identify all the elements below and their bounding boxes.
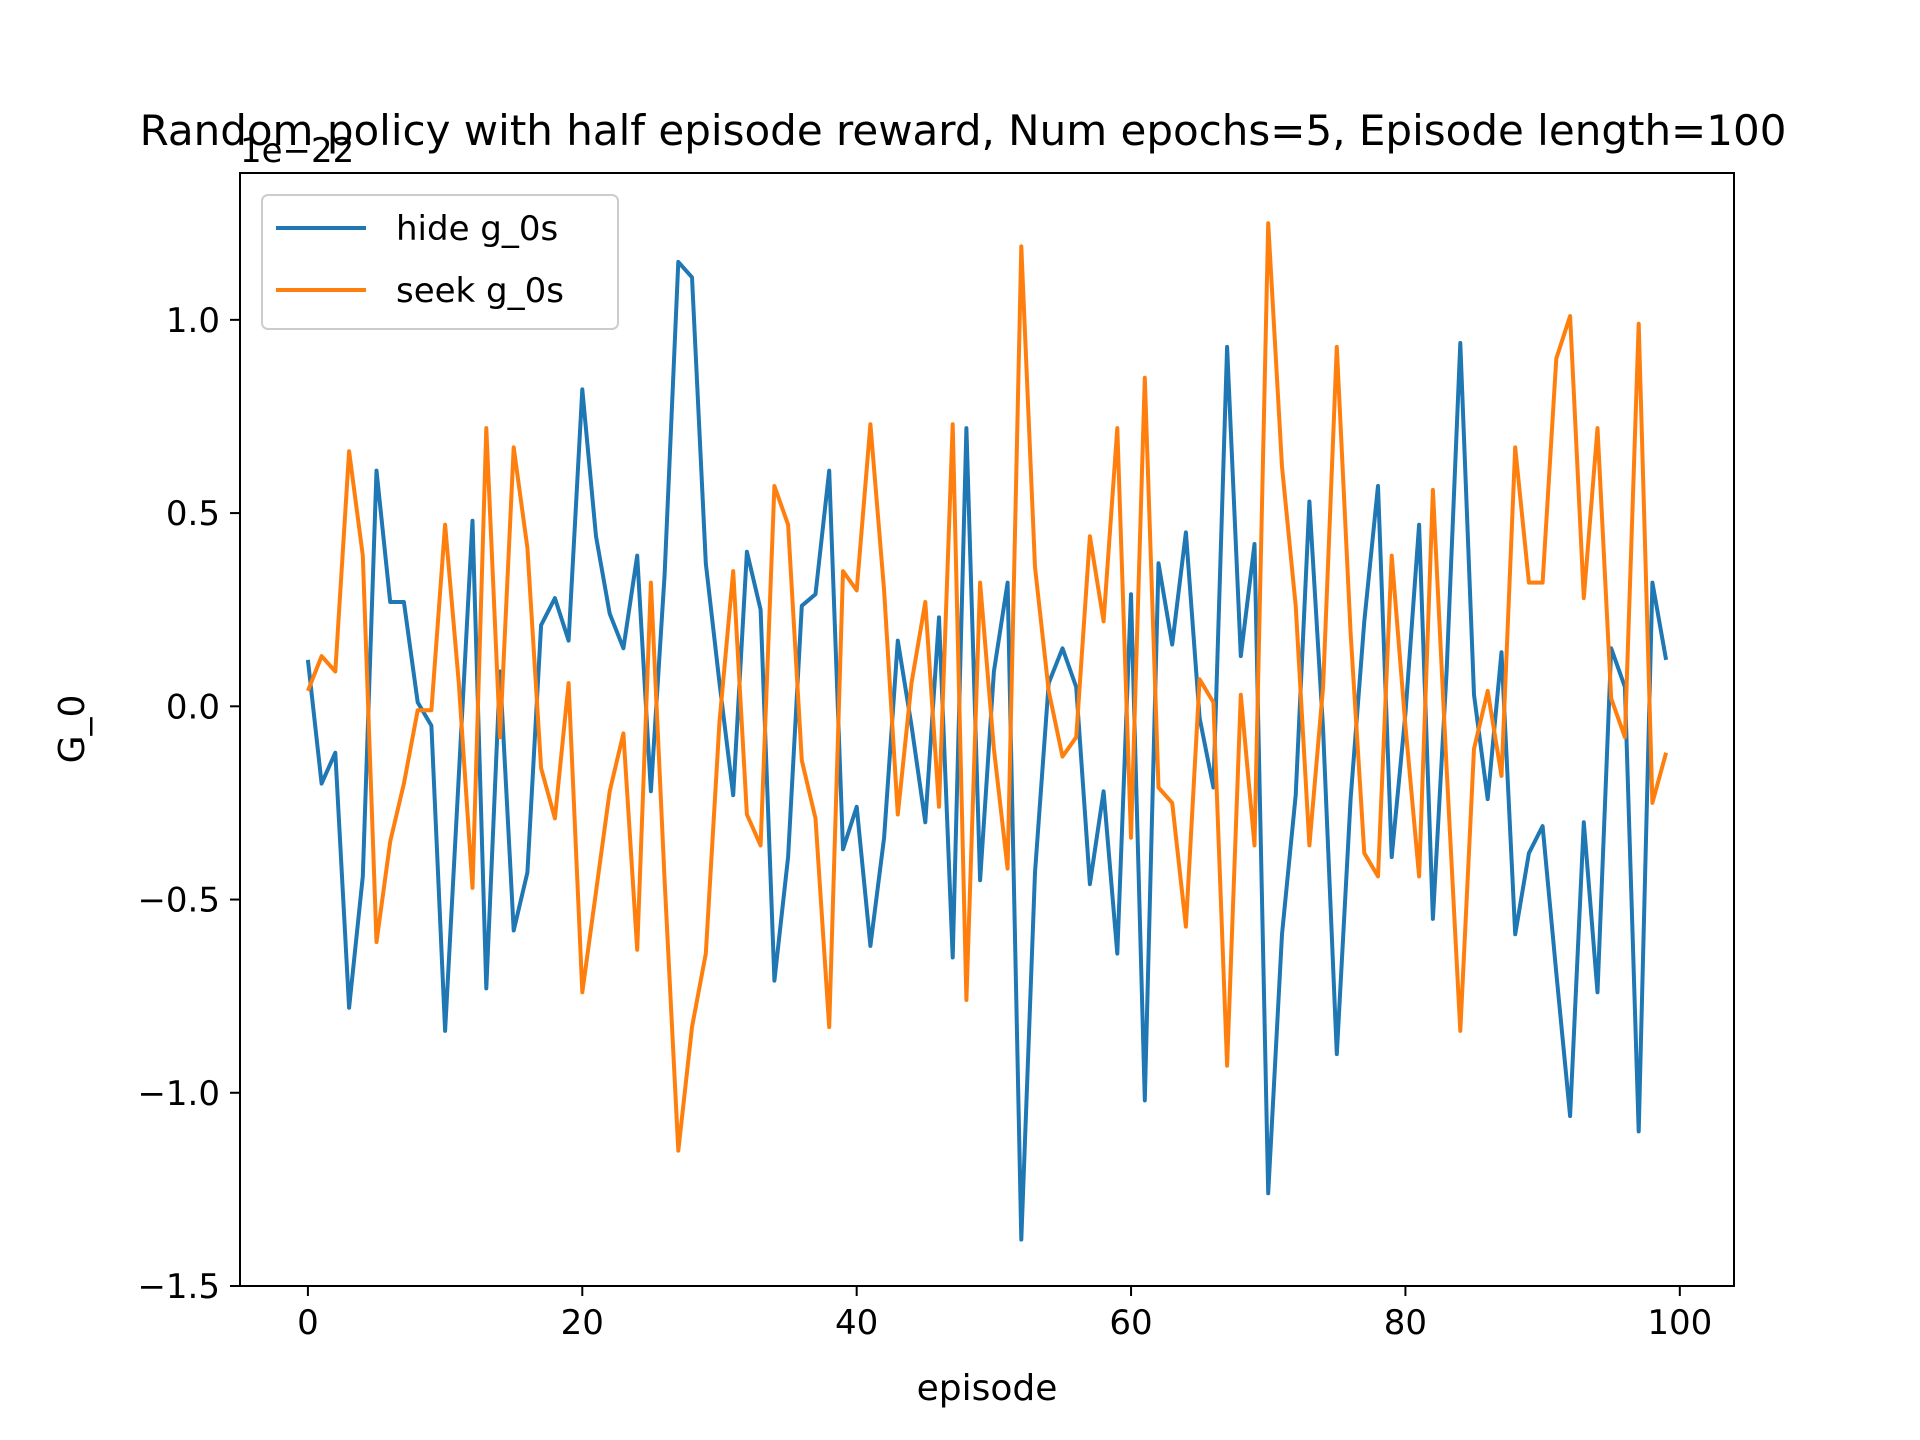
y-tick-label: −1.5 xyxy=(137,1267,220,1307)
y-tick-label: 0.5 xyxy=(166,494,220,534)
x-tick-label: 80 xyxy=(1384,1303,1427,1343)
x-tick-label: 40 xyxy=(835,1303,878,1343)
legend-label-0: hide g_0s xyxy=(396,209,558,249)
y-tick-label: −1.0 xyxy=(137,1074,220,1114)
x-axis-label: episode xyxy=(917,1368,1058,1409)
chart-title: Random policy with half episode reward, … xyxy=(140,106,1787,155)
series-line-1 xyxy=(306,221,1669,1153)
y-tick-label: −0.5 xyxy=(137,881,220,921)
series-line-0 xyxy=(305,259,1669,1242)
x-tick-label: 60 xyxy=(1109,1303,1152,1343)
y-tick-label: 0.0 xyxy=(166,687,220,727)
x-tick-label: 20 xyxy=(561,1303,604,1343)
series-layer xyxy=(305,221,1669,1242)
legend-label-1: seek g_0s xyxy=(396,271,564,311)
ticks-layer: 0 20 40 60 80 100 −1.5 −1.0 −0.5 0.0 0.5 1.0 xyxy=(137,301,1712,1343)
axes-frame xyxy=(239,172,1735,1287)
x-tick-label: 100 xyxy=(1647,1303,1712,1343)
y-tick-label: 1.0 xyxy=(166,301,220,341)
y-offset-label: 1e−22 xyxy=(240,131,354,171)
y-axis-label: G_0 xyxy=(52,695,93,764)
x-tick-label: 0 xyxy=(297,1303,319,1343)
